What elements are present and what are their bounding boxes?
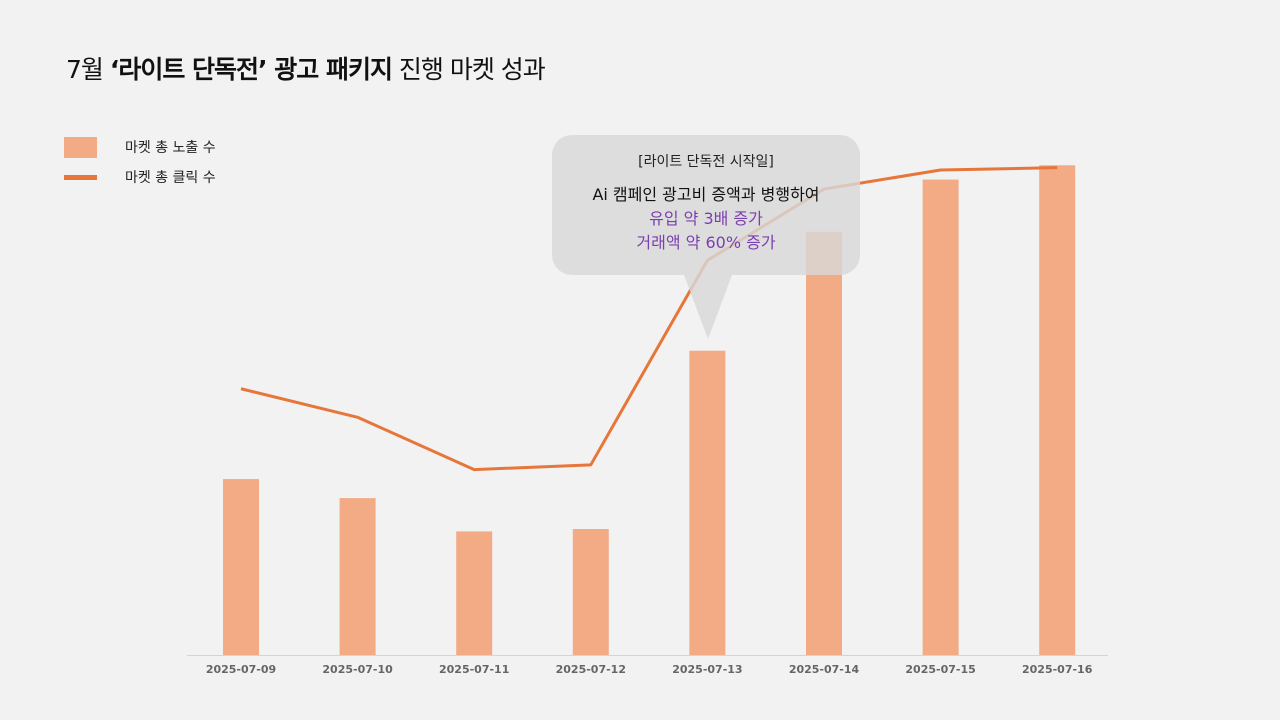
- title-bold: ‘라이트 단독전’ 광고 패키지: [109, 55, 393, 84]
- legend-label-impressions: 마켓 총 노출 수: [125, 140, 216, 156]
- legend: 마켓 총 노출 수 마켓 총 클릭 수: [64, 136, 216, 196]
- x-tick-label: 2025-07-15: [905, 663, 975, 676]
- bar-2025-07-14: [806, 231, 842, 655]
- title-suffix: 진행 마켓 성과: [391, 55, 546, 84]
- bar-2025-07-13: [689, 350, 726, 655]
- bar-2025-07-16: [1039, 165, 1076, 656]
- callout-pointer: [684, 275, 732, 339]
- annotation-callout: [라이트 단독전 시작일] Ai 캠페인 광고비 증액과 병행하여 유입 약 3…: [552, 135, 860, 275]
- legend-item-clicks: 마켓 총 클릭 수: [64, 166, 216, 188]
- x-tick-label: 2025-07-10: [322, 663, 393, 676]
- legend-item-impressions: 마켓 총 노출 수: [64, 136, 216, 158]
- legend-label-clicks: 마켓 총 클릭 수: [125, 170, 216, 186]
- bar-2025-07-15: [922, 179, 959, 655]
- bar-series: [223, 165, 1076, 656]
- legend-swatch-line: [64, 174, 97, 180]
- bar-2025-07-09: [223, 479, 259, 655]
- x-tick-label: 2025-07-14: [789, 663, 860, 676]
- x-axis-ticks: 2025-07-09 2025-07-10 2025-07-11 2025-07-12…: [206, 663, 1093, 676]
- callout-body: Ai 캠페인 광고비 증액과 병행하여: [592, 185, 820, 204]
- x-tick-label: 2025-07-12: [556, 663, 626, 676]
- bar-2025-07-10: [339, 498, 376, 655]
- legend-swatch-bar: [64, 136, 97, 158]
- line-series-clicks: [240, 166, 1058, 472]
- x-tick-label: 2025-07-11: [439, 663, 509, 676]
- bar-2025-07-11: [456, 531, 493, 655]
- x-tick-label: 2025-07-13: [672, 663, 742, 676]
- x-tick-label: 2025-07-09: [206, 663, 276, 676]
- callout-highlight-traffic: 유입 약 3배 증가: [649, 209, 763, 228]
- title-prefix: 7월: [66, 55, 110, 84]
- callout-heading: [라이트 단독전 시작일]: [638, 154, 774, 170]
- chart-title: 7월 ‘라이트 단독전’ 광고 패키지 진행 마켓 성과: [66, 50, 546, 86]
- bar-2025-07-12: [572, 529, 609, 655]
- callout-highlight-sales: 거래액 약 60% 증가: [636, 233, 776, 252]
- x-tick-label: 2025-07-16: [1022, 663, 1093, 676]
